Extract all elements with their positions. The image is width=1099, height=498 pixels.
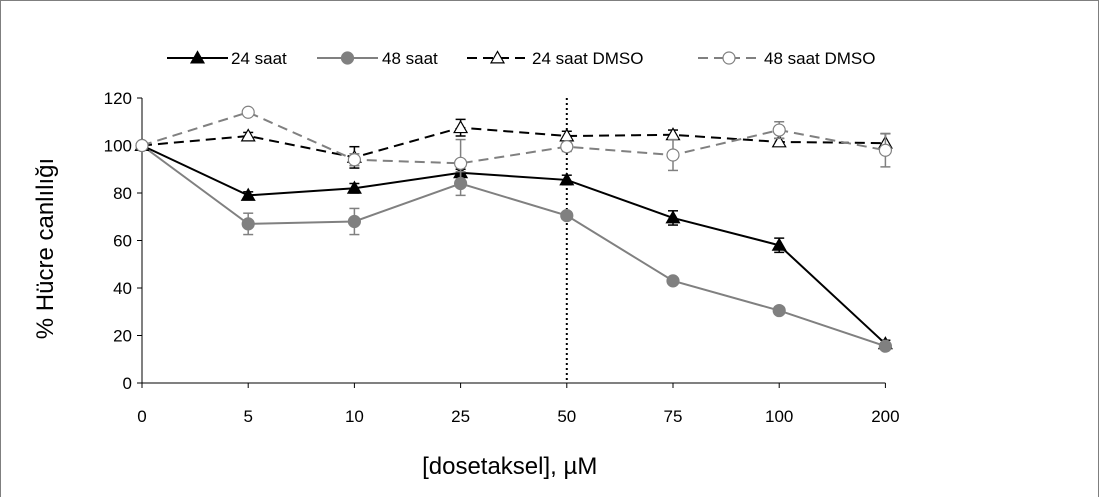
x-axis-title: [dosetaksel], µM <box>422 453 597 480</box>
y-tick-label: 40 <box>113 279 132 298</box>
x-tick-label: 0 <box>137 407 146 426</box>
data-point-24-saat-dmso <box>240 128 256 142</box>
y-tick-label: 20 <box>113 327 132 346</box>
legend-label-48-saat-dmso: 48 saat DMSO <box>764 49 876 68</box>
legend-marker-48-saat <box>340 51 355 65</box>
data-point-48-saat <box>241 217 255 231</box>
y-tick-label: 80 <box>113 184 132 203</box>
series-line-24-saat <box>141 144 887 345</box>
legend-label-48-saat: 48 saat <box>382 49 438 68</box>
series-line-48-saat <box>141 144 886 348</box>
x-tick-label: 200 <box>871 407 899 426</box>
y-tick-label: 100 <box>104 137 132 156</box>
legend-label-24-saat: 24 saat <box>231 49 287 68</box>
legend-marker-24-saat <box>189 50 206 64</box>
data-point-48-saat-dmso <box>772 123 786 137</box>
x-tick-label: 50 <box>557 407 576 426</box>
data-point-24-saat <box>559 172 575 186</box>
x-tick-label: 10 <box>345 407 364 426</box>
data-point-24-saat-dmso <box>771 134 787 148</box>
data-point-48-saat-dmso <box>454 156 468 170</box>
legend-label-24-saat-dmso: 24 saat DMSO <box>532 49 644 68</box>
x-tick-label: 5 <box>243 407 252 426</box>
data-point-48-saat <box>772 303 786 318</box>
data-point-48-saat <box>666 274 680 288</box>
data-point-24-saat <box>346 180 362 194</box>
data-point-48-saat-dmso <box>347 153 361 167</box>
y-axis-title: % Hücre canlılığı <box>32 158 59 339</box>
data-point-48-saat-dmso <box>135 138 149 153</box>
series-line-48-saat-dmso <box>141 111 886 165</box>
data-point-24-saat <box>240 187 256 201</box>
x-tick-label: 25 <box>451 407 470 426</box>
y-tick-label: 120 <box>104 89 132 108</box>
x-tick-label: 100 <box>765 407 793 426</box>
data-point-48-saat <box>560 208 574 223</box>
x-tick-label: 75 <box>664 407 683 426</box>
series-line-24-saat-dmso <box>141 126 886 159</box>
y-tick-label: 0 <box>123 374 132 393</box>
legend-marker-48-saat-dmso <box>722 51 736 65</box>
y-tick-label: 60 <box>113 232 132 251</box>
data-point-48-saat-dmso <box>560 140 574 154</box>
legend-item-24-saat: 24 saat <box>167 49 287 68</box>
data-point-48-saat-dmso <box>878 143 893 157</box>
legend-marker-24-saat-dmso <box>489 50 506 64</box>
legend-item-48-saat-dmso: 48 saat DMSO <box>698 49 876 68</box>
data-point-24-saat-dmso <box>453 119 469 134</box>
data-point-24-saat <box>771 237 787 251</box>
data-point-48-saat-dmso <box>666 148 680 162</box>
data-point-48-saat <box>347 214 361 229</box>
data-point-48-saat <box>878 339 893 353</box>
data-point-24-saat <box>665 210 681 224</box>
legend-item-48-saat: 48 saat <box>317 49 438 68</box>
data-point-48-saat-dmso <box>241 105 255 119</box>
legend-item-24-saat-dmso: 24 saat DMSO <box>467 49 644 68</box>
